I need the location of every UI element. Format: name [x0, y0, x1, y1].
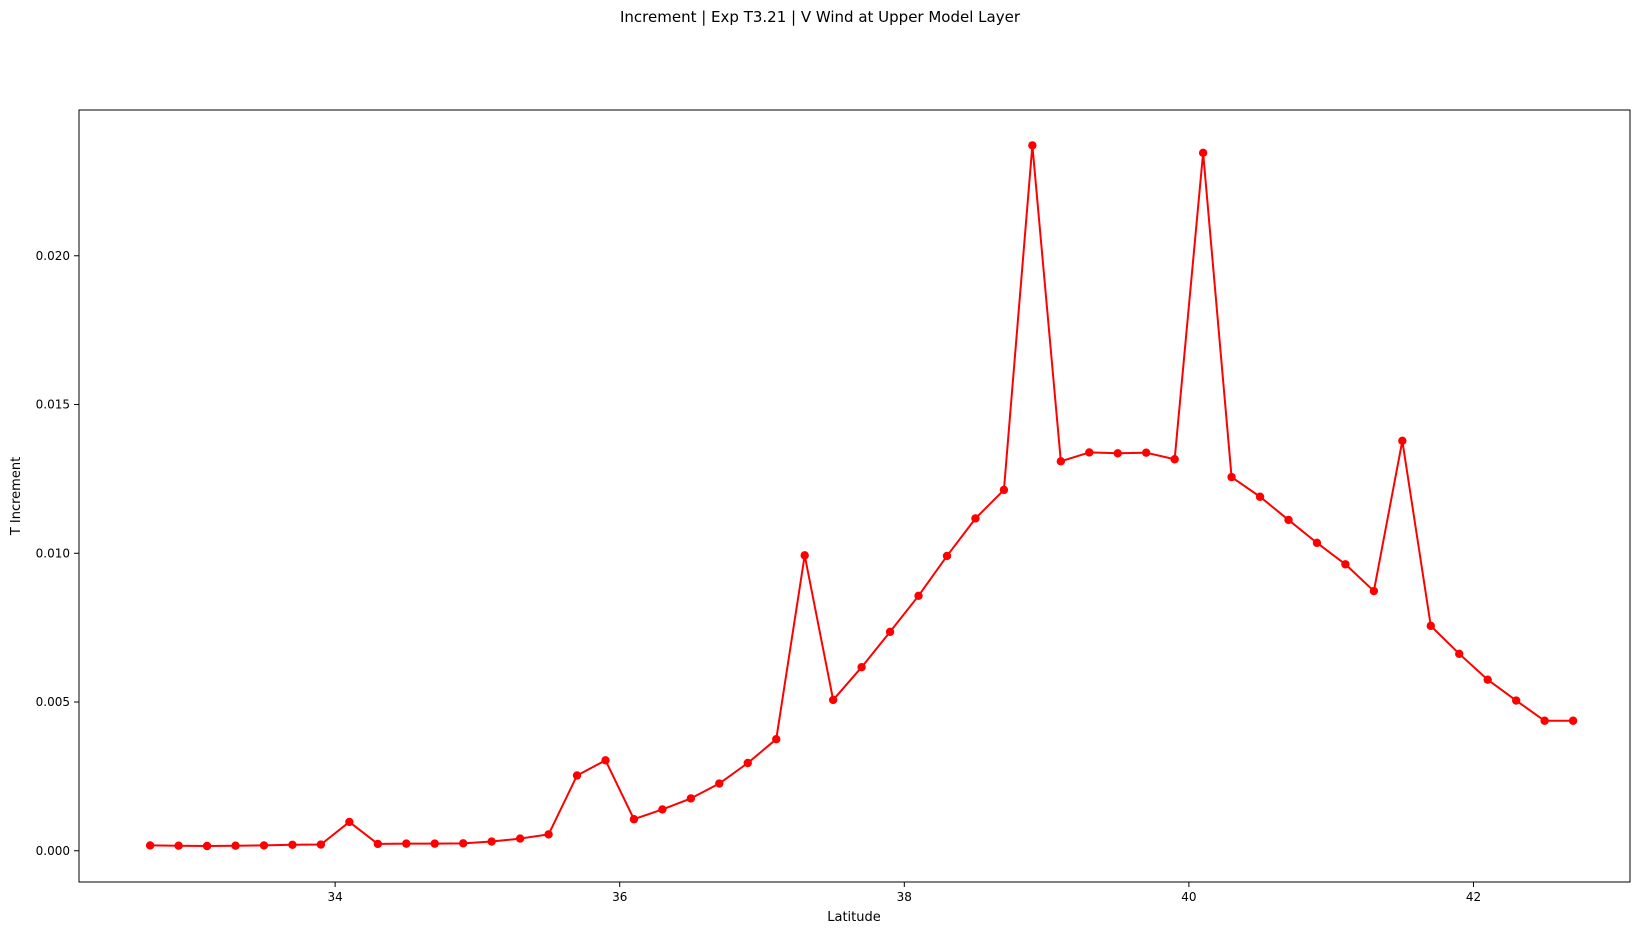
data-point: [458, 839, 468, 848]
data-point: [800, 551, 809, 560]
y-tick-label: 0.020: [36, 249, 70, 263]
data-point: [1284, 515, 1293, 525]
data-point: [1255, 492, 1265, 501]
data-point: [1398, 436, 1407, 446]
x-tick-label: 42: [1466, 890, 1481, 904]
x-axis: 34 36 38 40 42: [327, 882, 1481, 904]
data-point: [345, 817, 354, 827]
data-point: [572, 771, 582, 780]
data-point: [1568, 716, 1578, 725]
data-point: [544, 830, 553, 839]
data-point: [1198, 148, 1208, 158]
data-point: [1341, 560, 1350, 569]
data-point: [601, 756, 610, 765]
data-point: [373, 839, 383, 849]
data-point: [914, 591, 923, 601]
data-point: [202, 841, 212, 851]
y-tick-label: 0.015: [36, 398, 70, 412]
data-point: [1540, 716, 1549, 725]
data-point: [288, 840, 297, 850]
data-point: [1028, 141, 1037, 150]
data-point: [487, 837, 496, 846]
data-point: [686, 794, 696, 803]
series-layer: [145, 141, 1578, 851]
data-point: [1483, 675, 1492, 684]
data-point: [772, 735, 781, 744]
data-point: [1085, 448, 1094, 457]
data-point: [259, 841, 269, 850]
data-point: [629, 815, 639, 824]
chart-title: Increment | Exp T3.21 | V Wind at Upper …: [620, 8, 1021, 26]
x-axis-label: Latitude: [827, 910, 881, 925]
series-line: [150, 144, 1574, 847]
data-point: [145, 841, 155, 850]
x-tick-label: 36: [612, 890, 627, 904]
data-point: [885, 627, 895, 637]
data-point: [942, 551, 952, 561]
x-tick-label: 38: [897, 890, 912, 904]
data-point: [971, 514, 980, 523]
data-point: [1227, 472, 1236, 482]
data-point: [316, 840, 326, 849]
data-point: [515, 834, 525, 843]
data-point: [1369, 586, 1379, 596]
data-point: [1170, 455, 1179, 464]
data-point: [1426, 621, 1435, 631]
data-point: [715, 779, 724, 788]
data-point: [231, 841, 240, 850]
data-point: [1056, 457, 1066, 466]
data-point: [857, 663, 866, 672]
x-tick-label: 34: [327, 890, 342, 904]
data-point: [430, 839, 439, 848]
plot-area: [78, 109, 1631, 883]
data-point: [999, 485, 1009, 495]
y-tick-label: 0.005: [36, 695, 70, 709]
data-point: [1511, 696, 1521, 705]
y-tick-label: 0.000: [36, 844, 70, 858]
data-point: [1312, 538, 1322, 548]
y-tick-label: 0.010: [36, 546, 70, 560]
y-axis-label: T Increment: [9, 457, 24, 536]
data-point: [1455, 649, 1464, 659]
data-point: [402, 839, 411, 848]
data-point: [658, 805, 667, 814]
y-axis: 0.000 0.005 0.010 0.015 0.020: [36, 249, 79, 858]
plot-border: [78, 109, 1631, 883]
data-point: [1113, 449, 1122, 458]
data-point: [828, 695, 838, 705]
x-tick-label: 40: [1181, 890, 1196, 904]
data-point: [174, 841, 183, 850]
data-point: [743, 758, 752, 768]
data-point: [1142, 448, 1151, 457]
